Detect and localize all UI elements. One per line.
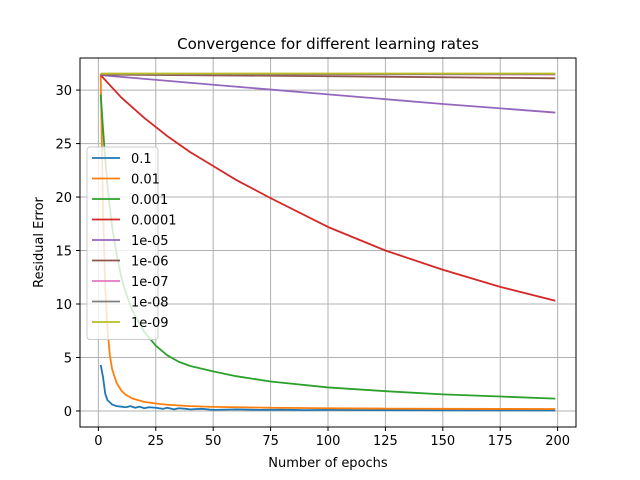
legend-label: 1e-09	[131, 316, 169, 331]
legend-label: 0.01	[131, 173, 160, 188]
y-tick-label: 10	[55, 298, 72, 313]
y-tick-label: 15	[55, 245, 72, 260]
legend-label: 1e-07	[131, 275, 169, 290]
chart-title: Convergence for different learning rates	[177, 35, 479, 53]
y-tick-label: 30	[55, 84, 72, 99]
legend: 0.1 0.01 0.001 0.0001 1e-05 1e-06 1e-07 1e-08 1e…	[86, 146, 177, 340]
series-line	[100, 74, 556, 302]
x-tick-label: 150	[430, 434, 455, 449]
x-tick-label: 100	[316, 434, 341, 449]
legend-label: 0.001	[131, 193, 168, 208]
series-line	[100, 73, 556, 80]
y-axis-label: Residual Error	[32, 196, 47, 287]
series-line	[100, 74, 556, 114]
x-tick-label: 25	[148, 434, 165, 449]
series-line	[99, 364, 556, 412]
y-tick-label: 20	[55, 191, 72, 206]
x-tick-label: 75	[262, 434, 279, 449]
x-axis-label: Number of epochs	[268, 456, 388, 471]
legend-label: 0.1	[131, 152, 152, 167]
x-tick-label: 175	[488, 434, 513, 449]
legend-label: 0.0001	[131, 214, 177, 229]
ticks: 0 25 50 75 100 125 150 175 200 0 5 10 15 20 25 30	[55, 84, 570, 449]
x-tick-label: 125	[373, 434, 398, 449]
y-tick-label: 0	[64, 405, 72, 420]
legend-label: 1e-06	[131, 255, 169, 270]
legend-label: 1e-08	[131, 296, 169, 311]
legend-label: 1e-05	[131, 234, 169, 249]
legend-box	[86, 146, 159, 340]
x-tick-label: 0	[94, 434, 102, 449]
x-tick-label: 200	[545, 434, 570, 449]
y-tick-label: 5	[64, 351, 72, 366]
x-tick-label: 50	[205, 434, 222, 449]
y-tick-label: 25	[55, 138, 72, 153]
